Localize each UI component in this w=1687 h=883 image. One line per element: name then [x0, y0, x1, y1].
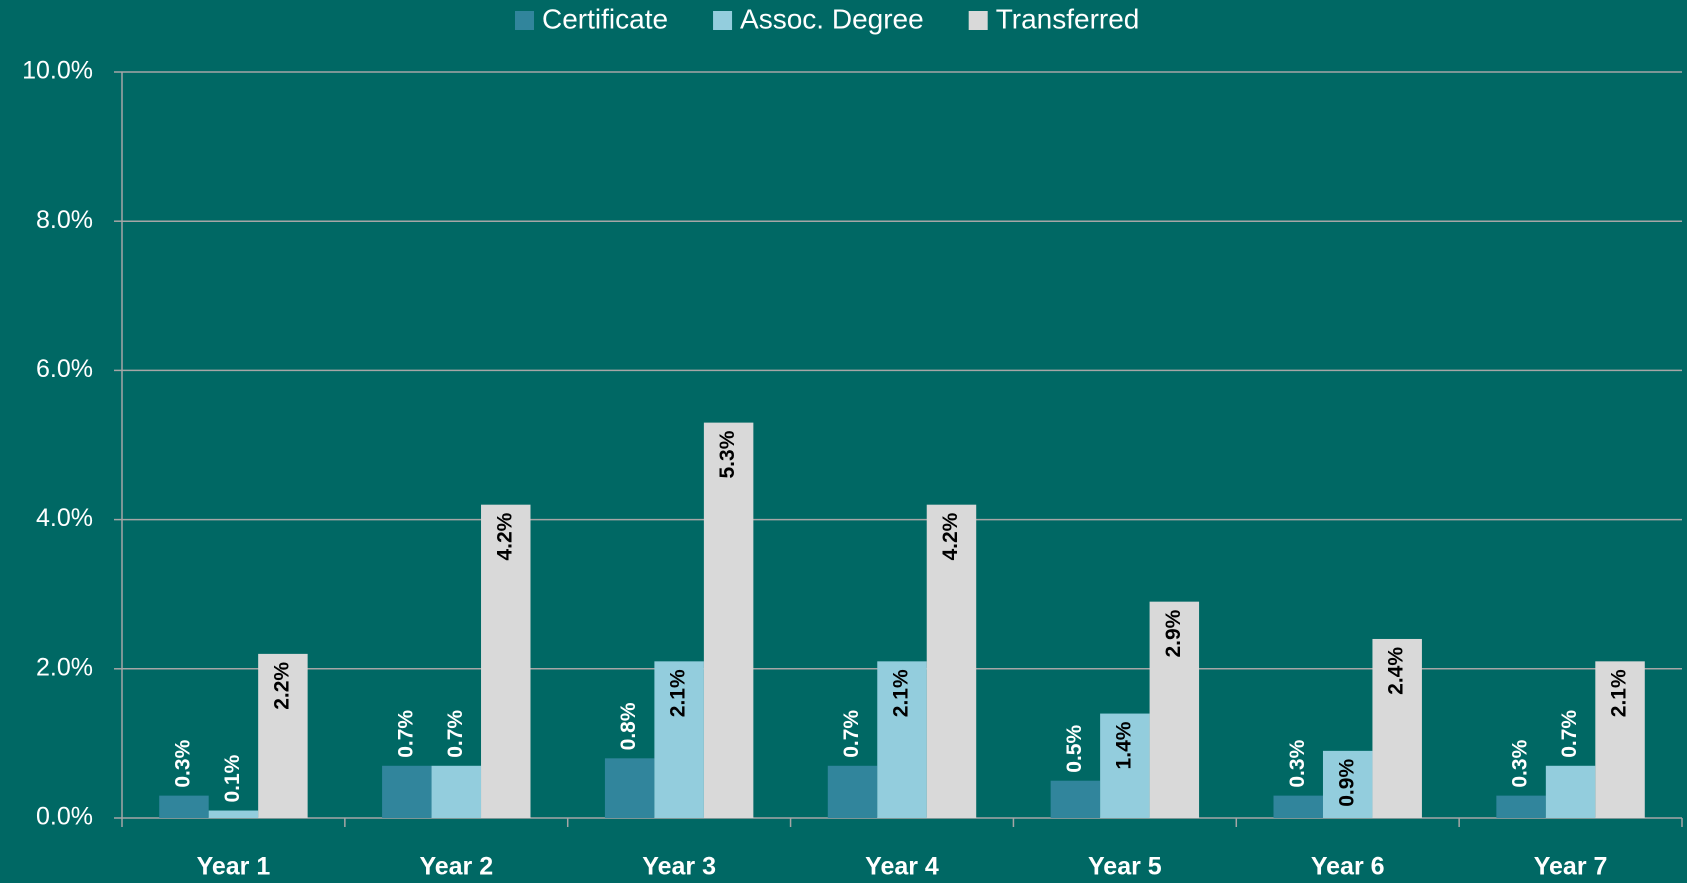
bar [604, 758, 655, 818]
bar [827, 765, 878, 818]
bar [258, 653, 308, 818]
bar [1100, 713, 1150, 818]
value-label: 2.1% [890, 669, 913, 717]
bar [159, 795, 209, 818]
bar [208, 810, 259, 818]
x-tick-label: Year 4 [865, 853, 939, 881]
bar [481, 504, 531, 818]
value-label: 0.1% [221, 754, 244, 802]
bar [926, 504, 977, 818]
bar [703, 422, 754, 818]
bar [877, 661, 927, 818]
legend-label: Transferred [996, 3, 1140, 34]
y-tick-label: 4.0% [36, 504, 93, 532]
value-label: 5.3% [716, 430, 739, 478]
value-label: 0.3% [1509, 739, 1532, 787]
value-label: 0.8% [617, 702, 640, 750]
value-label: 0.3% [1286, 739, 1309, 787]
legend-swatch [713, 11, 733, 30]
bar [1372, 638, 1422, 818]
y-tick-label: 8.0% [36, 206, 93, 234]
x-tick-label: Year 2 [419, 853, 493, 881]
bar [1149, 601, 1200, 818]
legend-label: Assoc. Degree [740, 3, 924, 34]
value-label: 0.7% [394, 710, 417, 758]
bar [382, 765, 432, 818]
bar [431, 765, 482, 818]
y-tick-label: 10.0% [22, 57, 93, 85]
y-tick-label: 0.0% [36, 803, 93, 831]
x-tick-label: Year 5 [1088, 853, 1162, 881]
legend-swatch [968, 11, 988, 30]
value-label: 2.1% [667, 669, 690, 717]
value-label: 0.5% [1063, 725, 1086, 773]
bar [1496, 795, 1546, 818]
value-label: 0.7% [444, 710, 467, 758]
legend-swatch [515, 11, 534, 30]
x-tick-label: Year 1 [197, 853, 271, 881]
value-label: 0.9% [1335, 759, 1358, 807]
value-label: 4.2% [493, 512, 516, 560]
x-tick-label: Year 3 [642, 853, 716, 881]
value-label: 1.4% [1112, 721, 1135, 769]
value-label: 4.2% [939, 512, 962, 560]
y-tick-label: 6.0% [36, 355, 93, 383]
bar [654, 661, 704, 818]
bar [1545, 765, 1596, 818]
y-tick-label: 2.0% [36, 653, 93, 681]
bar [1050, 780, 1101, 818]
value-label: 0.7% [840, 710, 863, 758]
bar [1273, 795, 1323, 818]
value-label: 0.3% [172, 739, 195, 787]
value-label: 0.7% [1558, 710, 1581, 758]
bar [1595, 661, 1645, 818]
x-tick-label: Year 7 [1534, 853, 1608, 881]
x-tick-label: Year 6 [1311, 853, 1385, 881]
value-label: 2.4% [1385, 647, 1408, 695]
value-label: 2.2% [270, 662, 293, 710]
legend-label: Certificate [542, 3, 668, 34]
value-label: 2.9% [1162, 609, 1185, 657]
bar [1322, 750, 1373, 818]
value-label: 2.1% [1608, 669, 1631, 717]
